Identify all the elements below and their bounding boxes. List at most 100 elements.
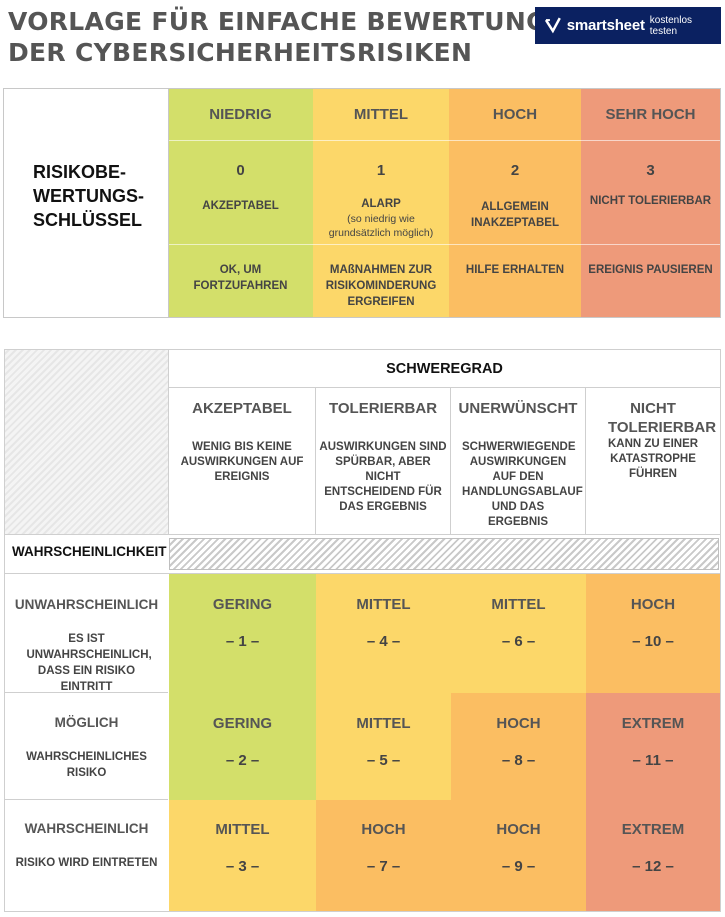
likelihood-row-1: MÖGLICH WAHRSCHEINLICHES RISIKO [5,715,168,781]
matrix-cell-label: HOCH [361,821,406,838]
matrix-cell: EXTREM – 11 – [586,693,720,800]
risk-key-label: RISIKOBE- WERTUNGS- SCHLÜSSEL [33,162,144,230]
severity-name: AKZEPTABEL [192,400,292,417]
key-level-meaning: AKZEPTABEL [202,200,279,212]
matrix-cell: GERING – 1 – [169,574,316,693]
matrix-divider [4,534,721,535]
matrix-cell: HOCH – 7 – [316,800,451,911]
severity-column-0: AKZEPTABEL WENIG BIS KEINE AUSWIRKUNGEN … [169,399,315,485]
likelihood-name: UNWAHRSCHEINLICH [14,597,159,612]
key-column-mittel [313,89,449,317]
matrix-cell: HOCH – 9 – [451,800,586,911]
key-column-hoch [449,89,581,317]
matrix-cell-label: MITTEL [356,715,411,732]
key-level-value: 2 [510,162,520,179]
matrix-cell-label: HOCH [496,821,541,838]
matrix-cell-label: EXTREM [621,821,685,838]
key-column-niedrig [168,89,313,317]
matrix-divider [585,387,586,534]
likelihood-title: WAHRSCHEINLICHKEIT [12,544,167,559]
key-row-divider [168,244,720,245]
severity-name: TOLERIERBAR [328,400,438,417]
risk-key-table [3,88,721,318]
likelihood-desc: ES IST UNWAHRSCHEINLICH, DASS EIN RISIKO… [26,633,152,693]
matrix-divider [315,387,316,534]
matrix-cell-label: EXTREM [621,715,685,732]
title-line-1: VORLAGE FÜR EINFACHE BEWERTUNG [8,7,547,36]
matrix-cell: MITTEL – 5 – [316,693,451,800]
likelihood-row-2: WAHRSCHEINLICH RISIKO WIRD EINTRETEN [5,821,168,871]
matrix-divider [168,349,169,534]
severity-column-1: TOLERIERBAR AUSWIRKUNGEN SIND SPÜRBAR, A… [316,399,450,515]
severity-desc: KANN ZU EINER KATASTROPHE FÜHREN [607,438,699,480]
key-level-meaning: ALARP [361,198,401,210]
key-level-action: MAßNAHMEN ZUR RISIKOMINDERUNG ERGREIFEN [325,264,437,308]
likelihood-row-0: UNWAHRSCHEINLICH ES IST UNWAHRSCHEINLICH… [5,597,168,695]
matrix-cell: GERING – 2 – [169,693,316,800]
title-line-2: DER CYBERSICHERHEITSRISIKEN [8,38,473,67]
matrix-cell: MITTEL – 6 – [451,574,586,693]
key-level-name: SEHR HOCH [605,106,696,123]
matrix-cell-score: – 10 – [632,633,674,650]
matrix-divider [4,692,168,693]
severity-column-2: UNERWÜNSCHT SCHWERWIEGENDE AUSWIRKUNGEN … [451,399,585,530]
matrix-cell: MITTEL – 4 – [316,574,451,693]
matrix-cell-score: – 2 – [225,752,260,769]
matrix-cell-score: – 4 – [366,633,401,650]
key-level-action: EREIGNIS PAUSIEREN [588,264,713,276]
key-level-meaning-group: ALARP (so niedrig wie grundsätzlich mögl… [318,196,444,240]
matrix-cell: EXTREM – 12 – [586,800,720,911]
logo-cta: kostenlos testen [649,14,693,37]
smartsheet-check-icon [544,17,561,33]
matrix-border [4,349,5,912]
likelihood-desc: RISIKO WIRD EINTRETEN [15,857,158,869]
matrix-divider [168,387,721,388]
matrix-divider [4,573,721,574]
key-level-value: 1 [376,162,386,179]
severity-title: SCHWEREGRAD [386,361,503,377]
matrix-cell-score: – 12 – [632,858,674,875]
likelihood-name: MÖGLICH [54,715,119,730]
key-level-name: MITTEL [353,106,409,123]
smartsheet-logo-button[interactable]: smartsheet kostenlos testen [535,7,721,44]
severity-column-3: NICHT TOLERIERBAR KANN ZU EINER KATASTRO… [586,399,720,482]
matrix-cell-score: – 11 – [632,752,674,769]
key-level-meaning: ALLGEMEIN INAKZEPTABEL [471,201,559,229]
page-title: VORLAGE FÜR EINFACHE BEWERTUNG DER CYBER… [8,6,547,68]
severity-desc: WENIG BIS KEINE AUSWIRKUNGEN AUF EREIGNI… [180,441,304,483]
key-level-action: HILFE ERHALTEN [465,264,565,276]
matrix-border [4,349,721,350]
matrix-cell: MITTEL – 3 – [169,800,316,911]
matrix-cell-score: – 6 – [501,633,536,650]
matrix-cell: HOCH – 10 – [586,574,720,693]
likelihood-hatch-bar [169,538,719,570]
matrix-cell-label: MITTEL [356,596,411,613]
key-col-divider [168,89,169,317]
matrix-cell-label: GERING [212,715,273,732]
matrix-corner-hatch [4,349,168,534]
matrix-cell-score: – 3 – [225,858,260,875]
severity-name: UNERWÜNSCHT [458,400,578,417]
matrix-cell-label: GERING [212,596,273,613]
key-level-name: HOCH [492,106,538,123]
matrix-cell-score: – 9 – [501,858,536,875]
matrix-cell-label: MITTEL [491,596,546,613]
severity-name: NICHT TOLERIERBAR [608,400,717,436]
key-level-value: 3 [646,162,655,179]
matrix-cell-score: – 1 – [225,633,260,650]
key-row-divider [168,140,720,141]
matrix-cell-score: – 8 – [501,752,536,769]
likelihood-desc: WAHRSCHEINLICHES RISIKO [26,751,147,779]
key-level-note: (so niedrig wie grundsätzlich möglich) [328,213,434,239]
matrix-cell: HOCH – 8 – [451,693,586,800]
matrix-border [4,911,721,912]
matrix-cell-label: MITTEL [215,821,270,838]
key-column-sehr-hoch [581,89,720,317]
matrix-divider [4,799,168,800]
severity-desc: SCHWERWIEGENDE AUSWIRKUNGEN AUF DEN HAND… [462,441,583,528]
key-level-value: 0 [236,162,245,179]
likelihood-name: WAHRSCHEINLICH [24,821,149,836]
severity-desc: AUSWIRKUNGEN SIND SPÜRBAR, ABER NICHT EN… [319,441,447,513]
matrix-border [720,349,721,912]
logo-brand: smartsheet [566,17,645,34]
